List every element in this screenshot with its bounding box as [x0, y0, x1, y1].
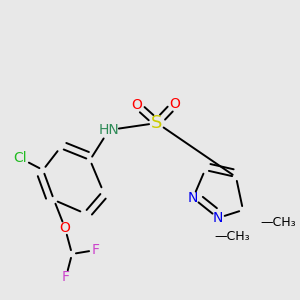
Text: O: O	[60, 221, 70, 235]
Text: HN: HN	[99, 123, 119, 137]
Text: F: F	[92, 243, 100, 257]
Text: O: O	[132, 98, 142, 112]
Text: Cl: Cl	[13, 151, 27, 165]
Text: O: O	[169, 97, 180, 111]
Text: S: S	[151, 114, 163, 132]
Text: —CH₃: —CH₃	[214, 230, 250, 242]
Text: —CH₃: —CH₃	[260, 215, 296, 229]
Text: N: N	[213, 211, 223, 225]
Text: N: N	[188, 191, 198, 205]
Text: F: F	[62, 270, 70, 284]
